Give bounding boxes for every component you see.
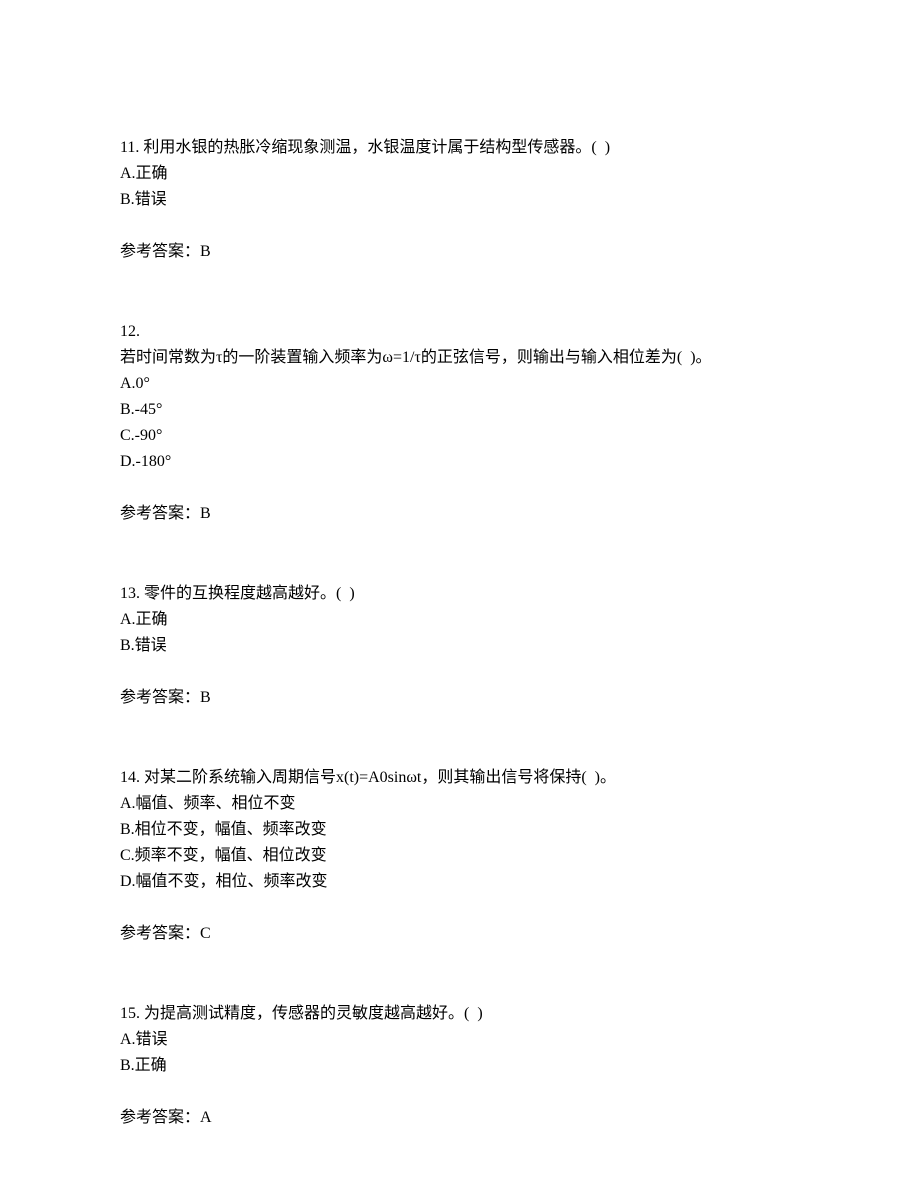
option-a: A.正确 [120,607,800,633]
question-stem: 若时间常数为τ的一阶装置输入频率为ω=1/τ的正弦信号，则输出与输入相位差为( … [120,345,800,371]
question-number: 11. [120,139,139,156]
answer-line: 参考答案：A [120,1105,800,1131]
question-number: 15. [120,1005,140,1022]
answer-label: 参考答案： [120,689,200,706]
question-number: 14. [120,769,140,786]
answer-label: 参考答案： [120,925,200,942]
question-12: 12. 若时间常数为τ的一阶装置输入频率为ω=1/τ的正弦信号，则输出与输入相位… [120,319,800,527]
answer-value: B [200,689,211,706]
answer-value: A [200,1109,212,1126]
option-b: B.-45° [120,397,800,423]
question-text: 零件的互换程度越高越好。( ) [140,585,355,602]
option-a: A.正确 [120,161,800,187]
option-b: B.错误 [120,633,800,659]
option-b: B.正确 [120,1053,800,1079]
question-stem: 15. 为提高测试精度，传感器的灵敏度越高越好。( ) [120,1001,800,1027]
question-text: 利用水银的热胀冷缩现象测温，水银温度计属于结构型传感器。( ) [139,139,610,156]
answer-label: 参考答案： [120,243,200,260]
option-c: C.频率不变，幅值、相位改变 [120,843,800,869]
question-text: 对某二阶系统输入周期信号x(t)=A0sinωt，则其输出信号将保持( )。 [140,769,616,786]
answer-line: 参考答案：B [120,239,800,265]
answer-line: 参考答案：B [120,685,800,711]
option-a: A.幅值、频率、相位不变 [120,791,800,817]
question-13: 13. 零件的互换程度越高越好。( ) A.正确 B.错误 参考答案：B [120,581,800,711]
answer-value: C [200,925,211,942]
answer-value: B [200,505,211,522]
answer-label: 参考答案： [120,1109,200,1126]
option-b: B.相位不变，幅值、频率改变 [120,817,800,843]
option-d: D.幅值不变，相位、频率改变 [120,869,800,895]
answer-label: 参考答案： [120,505,200,522]
question-stem: 11. 利用水银的热胀冷缩现象测温，水银温度计属于结构型传感器。( ) [120,135,800,161]
question-number: 12. [120,319,800,345]
question-number: 13. [120,585,140,602]
question-11: 11. 利用水银的热胀冷缩现象测温，水银温度计属于结构型传感器。( ) A.正确… [120,135,800,265]
option-a: A.0° [120,371,800,397]
question-text: 为提高测试精度，传感器的灵敏度越高越好。( ) [140,1005,483,1022]
option-d: D.-180° [120,449,800,475]
answer-value: B [200,243,211,260]
question-15: 15. 为提高测试精度，传感器的灵敏度越高越好。( ) A.错误 B.正确 参考… [120,1001,800,1131]
question-14: 14. 对某二阶系统输入周期信号x(t)=A0sinωt，则其输出信号将保持( … [120,765,800,947]
answer-line: 参考答案：C [120,921,800,947]
question-stem: 13. 零件的互换程度越高越好。( ) [120,581,800,607]
option-c: C.-90° [120,423,800,449]
option-b: B.错误 [120,187,800,213]
option-a: A.错误 [120,1027,800,1053]
answer-line: 参考答案：B [120,501,800,527]
question-stem: 14. 对某二阶系统输入周期信号x(t)=A0sinωt，则其输出信号将保持( … [120,765,800,791]
